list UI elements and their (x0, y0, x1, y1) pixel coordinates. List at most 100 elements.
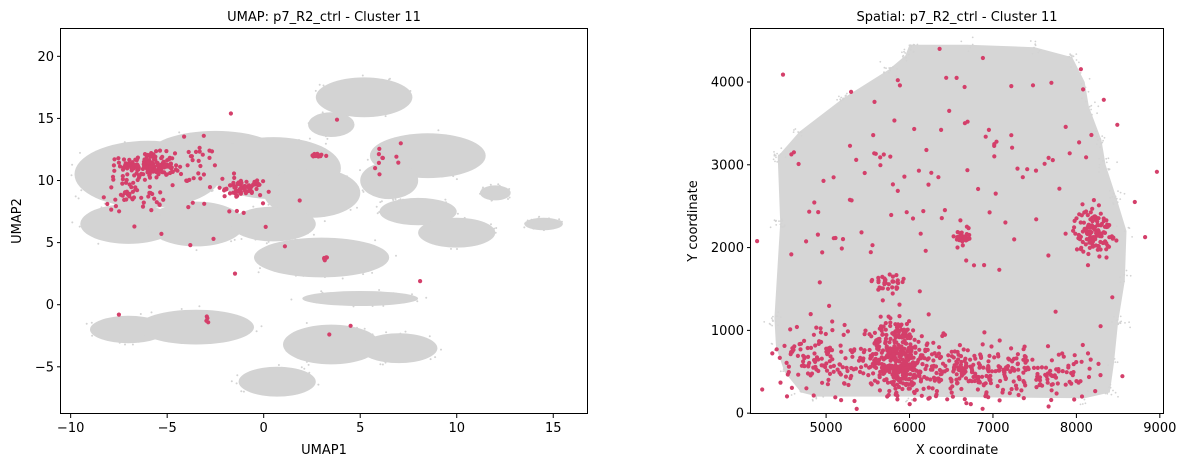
spatial-cluster-point (905, 368, 910, 373)
spatial-cluster-point (965, 168, 970, 173)
spatial-cluster-point (1099, 234, 1104, 239)
umap-background-cell (237, 213, 240, 216)
spatial-background-cell (1087, 90, 1090, 93)
spatial-cluster-point (831, 369, 836, 374)
umap-background-cell (162, 238, 165, 241)
spatial-cluster-point (802, 355, 807, 360)
umap-background-cluster (302, 291, 419, 306)
spatial-cluster-point (804, 386, 809, 391)
spatial-cluster-point (969, 365, 974, 370)
spatial-cluster-point (837, 362, 843, 367)
umap-background-cell (102, 237, 104, 240)
spatial-background-cell (1107, 157, 1110, 160)
spatial-cluster-point (987, 353, 992, 358)
spatial-cluster-point (997, 398, 1002, 403)
spatial-cluster-point (977, 365, 982, 370)
spatial-background-cell (774, 220, 777, 223)
spatial-cluster-point (891, 279, 896, 284)
umap-background-cell (324, 142, 327, 145)
spatial-cluster-point (831, 175, 836, 180)
umap-background-cell (323, 276, 326, 279)
umap-cluster-point (120, 174, 125, 179)
umap-background-cell (139, 313, 142, 315)
spatial-cluster-point (904, 341, 909, 346)
spatial-cluster-point (916, 339, 921, 344)
spatial-cluster-point (951, 355, 956, 360)
umap-cluster-point (147, 175, 153, 180)
umap-cluster-point (149, 160, 154, 165)
umap-cluster-point (260, 201, 266, 206)
spatial-cluster-point (869, 354, 874, 359)
umap-background-cell (376, 212, 379, 215)
spatial-cluster-point (896, 384, 902, 390)
spatial-cluster-point (986, 127, 992, 132)
spatial-cluster-point (1022, 380, 1027, 385)
umap-background-cluster (147, 201, 245, 247)
spatial-plot-area (755, 36, 1159, 411)
spatial-cluster-point (820, 363, 826, 368)
spatial-background-cell (797, 131, 799, 133)
spatial-cluster-point (980, 374, 985, 379)
umap-cluster-point (394, 154, 399, 159)
spatial-cluster-point (973, 356, 978, 361)
spatial-background-cell (1111, 195, 1114, 198)
umap-background-cell (351, 119, 354, 122)
umap-plot-frame (60, 28, 588, 414)
spatial-background-cell (1087, 390, 1089, 392)
spatial-cluster-point (812, 200, 817, 205)
umap-background-cell (493, 227, 496, 230)
spatial-background-cell (1107, 168, 1110, 170)
spatial-cluster-point (807, 360, 812, 366)
spatial-background-cell (1105, 157, 1108, 160)
umap-background-cell (322, 84, 325, 87)
umap-cluster-point (111, 177, 116, 182)
spatial-cluster-point (835, 367, 840, 372)
umap-cluster-point (175, 168, 180, 173)
umap-background-cell (500, 186, 503, 189)
spatial-axis-ticks: 5000 6000 7000 8000 9000 0 1000 2000 3000 4000 (711, 75, 1176, 436)
spatial-background-cell (1104, 392, 1107, 395)
umap-background-cell (153, 213, 156, 215)
spatial-cluster-point (815, 232, 821, 237)
spatial-cluster-point (851, 367, 856, 372)
umap-background-cluster (263, 168, 361, 218)
spatial-cluster-point (842, 381, 847, 386)
spatial-cluster-point (877, 285, 882, 290)
spatial-cluster-point (886, 314, 891, 319)
spatial-background-cell (779, 316, 782, 318)
umap-background-cell (319, 164, 322, 167)
umap-background-cell (451, 137, 454, 140)
spatial-background-cells (763, 36, 1133, 407)
spatial-cluster-point (912, 397, 917, 402)
spatial-y-axis-label: Y coordinate (686, 180, 701, 262)
spatial-cluster-point (1003, 220, 1008, 225)
spatial-cluster-point (873, 360, 879, 365)
spatial-background-cell (1123, 230, 1126, 233)
spatial-cluster-point (1091, 235, 1096, 240)
spatial-x-tick-label: 5000 (810, 421, 843, 436)
spatial-cluster-point (1107, 235, 1112, 240)
umap-background-cell (494, 231, 497, 234)
umap-cluster-point (132, 173, 137, 178)
spatial-background-cell (1108, 386, 1110, 389)
umap-cluster-point (112, 168, 117, 173)
spatial-cluster-point (837, 370, 842, 375)
umap-background-cell (450, 247, 452, 250)
spatial-cluster-point (983, 381, 988, 386)
umap-background-cell (392, 292, 395, 295)
spatial-cluster-point (887, 272, 892, 277)
umap-cluster-point (227, 209, 232, 214)
umap-background-cell (307, 363, 310, 366)
spatial-cluster-point (1045, 380, 1050, 385)
umap-background-cell (391, 83, 394, 86)
spatial-background-cell (1109, 383, 1112, 386)
umap-cluster-point (334, 117, 340, 122)
spatial-cluster-point (992, 355, 997, 360)
spatial-cluster-point (1053, 375, 1059, 380)
spatial-cluster-point (831, 236, 836, 241)
spatial-cluster-point (811, 332, 817, 337)
spatial-background-cell (769, 323, 772, 326)
spatial-cluster-point (880, 286, 886, 291)
umap-background-cell (400, 161, 403, 164)
umap-background-cell (280, 366, 283, 369)
